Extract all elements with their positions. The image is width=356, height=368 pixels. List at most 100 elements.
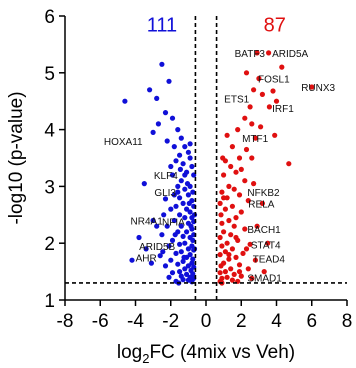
gene-label-gli3: GLI3 — [154, 188, 176, 199]
gene-label-nfkb2: NFKB2 — [247, 188, 280, 199]
up-point-41 — [231, 223, 237, 229]
up-point-26 — [242, 178, 248, 184]
down-point-53 — [184, 229, 190, 235]
down-point-77 — [175, 261, 181, 267]
up-point-32 — [245, 198, 251, 204]
up-point-4 — [256, 75, 262, 82]
up-point-73 — [265, 240, 271, 246]
down-point-90 — [166, 274, 172, 280]
up-point-76 — [249, 155, 255, 161]
up-point-74 — [254, 223, 260, 229]
up-point-16 — [252, 135, 258, 141]
gene-label-smad1: SMAD1 — [247, 273, 282, 284]
up-point-47 — [224, 240, 230, 246]
up-point-75 — [259, 200, 265, 206]
up-point-12 — [249, 121, 255, 127]
down-point-15 — [177, 152, 183, 158]
up-point-65 — [238, 273, 244, 279]
down-point-103 — [188, 223, 194, 229]
down-point-25 — [141, 181, 147, 187]
down-point-8 — [175, 127, 181, 133]
up-point-48 — [247, 241, 253, 247]
up-point-49 — [219, 243, 225, 249]
gene-labels: BATF3 ARID5A FOSL1 RUNX3 ETS1 IRF1 MTF1 HOXA11 K… — [104, 49, 336, 284]
down-point-49 — [178, 223, 184, 229]
down-point-82 — [182, 266, 188, 272]
down-point-9 — [150, 129, 156, 135]
up-point-64 — [231, 271, 237, 277]
up-point-44 — [228, 232, 234, 238]
down-point-76 — [189, 260, 195, 266]
down-count-label: 111 — [147, 15, 177, 37]
x-tick-label--4: -4 — [127, 311, 144, 332]
up-point-8 — [270, 88, 276, 94]
threshold-lines — [65, 16, 347, 300]
x-tick-label--6: -6 — [92, 311, 109, 332]
down-point-35 — [180, 200, 186, 206]
down-point-102 — [177, 166, 183, 172]
x-tick-label--8: -8 — [57, 311, 74, 332]
up-point-77 — [272, 132, 278, 138]
up-point-38 — [233, 215, 239, 221]
down-point-107 — [191, 212, 198, 218]
down-point-99 — [182, 172, 188, 178]
up-point-78 — [236, 269, 243, 275]
down-point-28 — [182, 186, 188, 192]
down-point-79 — [185, 263, 191, 269]
gene-label-batf3: BATF3 — [235, 49, 266, 60]
y-tick-label-1: 1 — [44, 291, 55, 312]
down-point-10 — [178, 135, 184, 141]
gene-label-stat4: STAT4 — [251, 240, 281, 251]
up-point-55 — [226, 256, 232, 262]
up-point-27 — [226, 183, 232, 189]
down-point-74 — [168, 257, 174, 263]
gene-label-rela: RELA — [248, 199, 274, 210]
up-point-56 — [252, 257, 258, 263]
up-point-14 — [235, 127, 241, 133]
down-point-41 — [177, 212, 183, 218]
gene-label-klf4: KLF4 — [154, 171, 178, 182]
down-point-66 — [143, 246, 149, 252]
down-point-7 — [155, 121, 161, 127]
down-point-11 — [164, 138, 170, 144]
down-point-106 — [191, 246, 198, 252]
up-point-34 — [229, 203, 235, 209]
up-point-80 — [251, 181, 257, 187]
up-point-29 — [219, 189, 225, 195]
down-point-38 — [168, 206, 174, 212]
gene-label-nfia: NFIA — [162, 218, 185, 229]
gene-label-ets1: ETS1 — [224, 94, 249, 105]
scatter-points — [122, 50, 315, 286]
down-point-97 — [154, 223, 160, 229]
down-point-85 — [169, 270, 176, 276]
down-point-12 — [171, 144, 177, 150]
up-point-39 — [226, 217, 232, 224]
down-point-44 — [182, 215, 188, 221]
y-tick-label-5: 5 — [44, 64, 55, 85]
down-point-36 — [173, 203, 179, 209]
up-point-69 — [229, 277, 235, 283]
up-point-79 — [221, 195, 227, 201]
gene-label-mtf1: MTF1 — [242, 134, 269, 145]
down-point-100 — [186, 200, 192, 206]
down-point-101 — [184, 181, 191, 187]
down-point-60 — [190, 237, 196, 243]
up-point-83 — [243, 246, 250, 252]
down-point-0 — [159, 61, 165, 67]
down-point-62 — [177, 241, 183, 247]
down-point-61 — [182, 240, 188, 246]
down-point-81 — [162, 263, 169, 269]
up-point-58 — [236, 262, 243, 268]
up-point-15 — [224, 132, 230, 138]
gene-label-arid5b: ARID5B — [139, 242, 175, 253]
up-point-23 — [238, 166, 244, 172]
x-axis-title: log2FC (4mix vs Veh) — [117, 342, 295, 366]
down-point-20 — [189, 163, 195, 170]
down-point-58 — [169, 237, 176, 243]
gene-label-ahr: AHR — [136, 253, 157, 264]
down-point-40 — [187, 209, 193, 215]
down-point-18 — [173, 158, 179, 164]
up-point-1 — [254, 50, 260, 56]
up-point-21 — [286, 161, 292, 167]
down-point-17 — [180, 161, 186, 167]
